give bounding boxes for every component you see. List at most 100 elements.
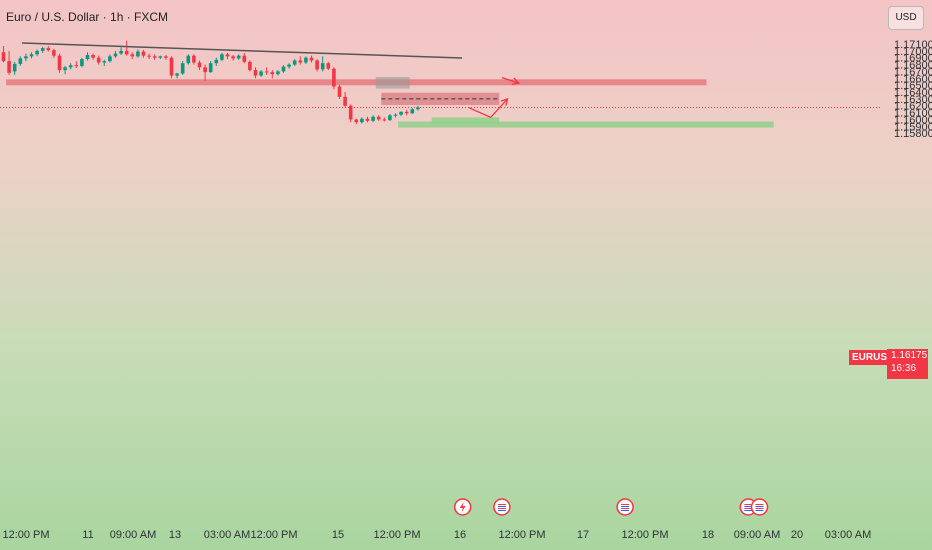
candle-body	[220, 54, 224, 60]
candle-body	[119, 50, 123, 54]
price-tick-label: 1.15800	[894, 128, 932, 140]
time-tick-label: 12:00 PM	[621, 529, 668, 541]
candle-body	[371, 116, 375, 121]
candle-body	[320, 63, 325, 70]
lightning-event-icon[interactable]	[453, 498, 472, 516]
time-tick-label: 12:00 PM	[2, 529, 49, 541]
candle-body	[242, 55, 247, 62]
candle-body	[29, 54, 34, 57]
time-tick-label: 03:00 AM	[204, 529, 250, 541]
flag-stripe	[755, 504, 764, 505]
flag-stripe	[744, 510, 753, 511]
candle-body	[192, 55, 196, 63]
price-tick-label: 1.16400	[894, 87, 932, 99]
candle-body	[18, 58, 23, 64]
time-tick-label: 12:00 PM	[250, 529, 297, 541]
candle-body	[80, 59, 84, 66]
candle-body	[141, 51, 146, 56]
time-tick-label: 16	[454, 529, 466, 541]
candle-body	[152, 56, 157, 58]
candle-body	[130, 54, 135, 57]
flag-stripe	[755, 510, 764, 511]
candle-body	[85, 54, 90, 60]
price-badge: 1.16175 16:36	[887, 349, 928, 379]
candle-body	[399, 111, 403, 115]
flag-stripe	[497, 508, 506, 509]
candle-body	[404, 111, 409, 114]
price-tick-label: 1.16900	[894, 53, 932, 65]
candle-body	[270, 72, 275, 75]
up-arrow	[468, 98, 508, 119]
candle-body	[12, 63, 17, 72]
candle-body	[180, 63, 185, 74]
flag-stripe	[744, 504, 753, 505]
up-arrow-head	[500, 97, 509, 106]
time-tick-label: 03:00 AM	[825, 529, 871, 541]
candle-body	[276, 71, 280, 75]
candle-body	[309, 57, 314, 61]
candle-body	[158, 56, 163, 58]
price-tick-label: 1.16600	[894, 73, 932, 85]
candle-body	[52, 50, 56, 56]
candle-body	[63, 67, 67, 71]
price-tick-label: 1.17000	[894, 46, 932, 58]
candle-body	[40, 48, 45, 51]
candle-body	[410, 109, 415, 114]
candle-body	[393, 114, 398, 116]
time-tick-label: 15	[332, 529, 344, 541]
price-tick-label: 1.16500	[894, 80, 932, 92]
candles-layer	[1, 40, 420, 125]
flag-event-icon[interactable]	[493, 498, 511, 516]
candle-body	[264, 71, 269, 73]
candle-body	[281, 66, 286, 72]
candle-body	[96, 57, 101, 63]
flag-stripe	[755, 506, 764, 507]
time-tick-label: 09:00 AM	[734, 529, 780, 541]
candle-body	[124, 50, 129, 55]
demand-small-zone	[431, 117, 500, 124]
flag-stripe	[497, 504, 506, 505]
flag-stripe	[621, 510, 630, 511]
time-tick-label: 13	[169, 529, 181, 541]
flag-stripe	[621, 506, 630, 507]
flag-stripe	[755, 508, 764, 509]
candle-body	[136, 51, 140, 57]
candle-body	[354, 119, 359, 123]
candle-body	[259, 71, 263, 76]
flag-event-icon[interactable]	[616, 498, 634, 516]
candle-body	[113, 53, 118, 57]
candle-body	[169, 57, 174, 76]
candle-body	[102, 61, 107, 63]
time-tick-label: 09:00 AM	[110, 529, 156, 541]
price-axis[interactable]: 1.171001.170001.169001.168001.167001.166…	[894, 39, 932, 140]
candle-body	[360, 118, 364, 123]
candle-body	[208, 63, 213, 73]
candle-body	[197, 62, 202, 68]
candle-body	[298, 60, 303, 63]
gray-box-zone	[375, 76, 410, 89]
candle-body	[1, 52, 6, 62]
candle-body	[108, 56, 112, 62]
time-axis[interactable]: 12:00 PM 11 09:00 AM 13 03:00 AM 12:00 PM 15 12…	[2, 529, 871, 541]
flag-stripe	[621, 508, 630, 509]
price-tick-label: 1.15900	[894, 121, 932, 133]
candle-body	[214, 59, 219, 64]
flag-event-icon[interactable]	[750, 498, 769, 516]
flag-stripe	[744, 506, 753, 507]
candle-body	[7, 61, 11, 73]
drawings-layer	[22, 42, 520, 119]
time-tick-label: 18	[702, 529, 714, 541]
price-tick-label: 1.16800	[894, 60, 932, 72]
candle-body	[376, 116, 381, 120]
demand-base-zone	[398, 121, 774, 128]
events-layer[interactable]	[453, 498, 769, 516]
candle-body	[332, 68, 336, 87]
candle-body	[203, 67, 207, 73]
trendline	[22, 42, 463, 59]
currency-button[interactable]: USD	[888, 6, 924, 30]
time-tick-label: 17	[577, 529, 589, 541]
candle-body	[388, 115, 392, 121]
price-tick-label: 1.16300	[894, 94, 932, 106]
